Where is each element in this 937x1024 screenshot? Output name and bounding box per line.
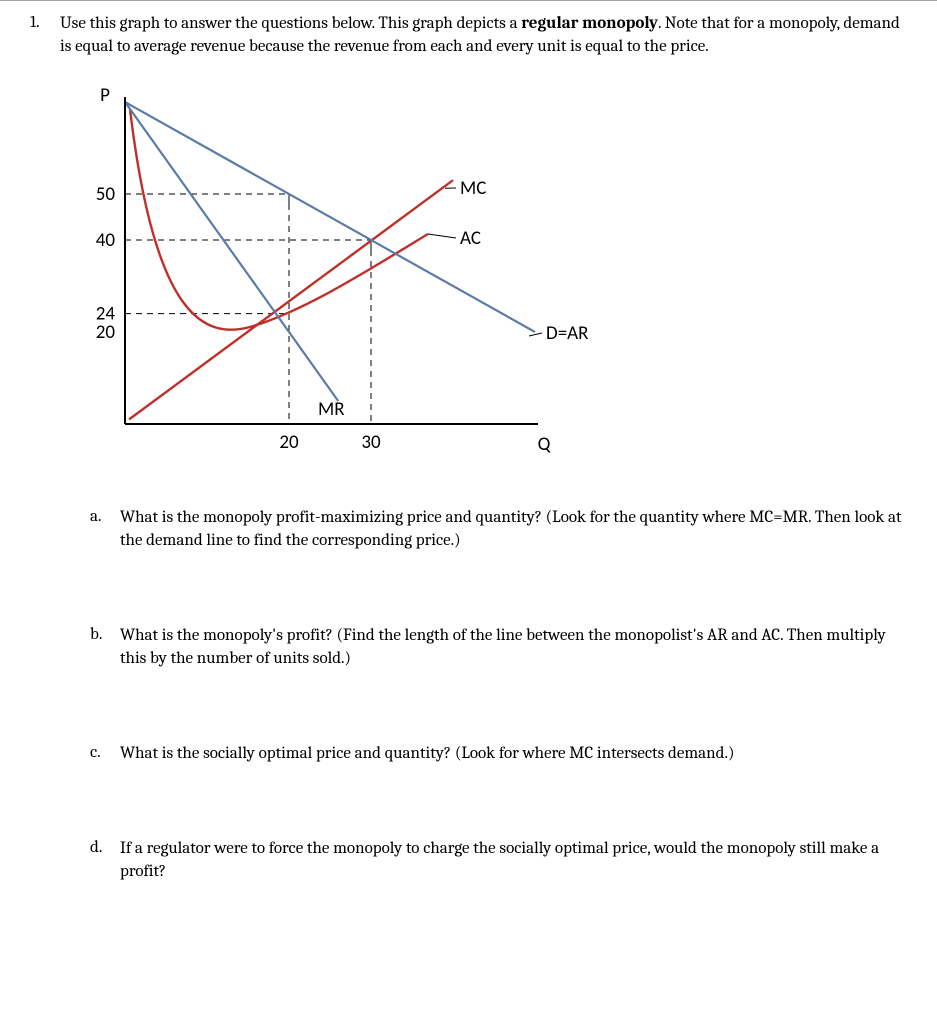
mr-label: MR <box>318 398 345 421</box>
mc-curve <box>129 180 453 419</box>
subquestion-letter: a. <box>90 507 120 526</box>
question-row: 1. Use this graph to answer the question… <box>30 13 907 59</box>
subquestion-row: b.What is the monopoly's profit? (Find t… <box>90 625 907 671</box>
subquestion-text: What is the monopoly profit-maximizing p… <box>120 507 907 553</box>
subquestion-row: c.What is the socially optimal price and… <box>90 743 907 766</box>
subquestion-text: What is the monopoly's profit? (Find the… <box>120 625 907 671</box>
chart-container: PQ504024202030MCACD=ARMR <box>30 79 907 479</box>
mc-label: MC <box>460 177 486 200</box>
mr-curve <box>125 102 338 401</box>
ac-curve <box>130 109 428 330</box>
question-text: Use this graph to answer the questions b… <box>60 13 907 59</box>
subquestion-row: a.What is the monopoly profit-maximizing… <box>90 507 907 553</box>
subquestion-text: What is the socially optimal price and q… <box>120 743 907 766</box>
subquestion-text: If a regulator were to force the monopol… <box>120 838 907 884</box>
question-text-bold: regular monopoly <box>521 14 658 33</box>
x-tick-label: 20 <box>279 431 299 454</box>
y-axis-label: P <box>100 84 110 107</box>
x-tick-label: 30 <box>361 431 381 454</box>
y-tick-label: 40 <box>96 229 116 252</box>
label-connector <box>428 234 456 238</box>
monopoly-graph: PQ504024202030MCACD=ARMR <box>30 79 590 479</box>
label-connector <box>529 333 542 336</box>
demand-label: D=AR <box>546 322 589 345</box>
subquestion-row: d.If a regulator were to force the monop… <box>90 838 907 884</box>
ac-label: AC <box>460 227 481 250</box>
page-container: 1. Use this graph to answer the question… <box>0 0 937 913</box>
subquestion-letter: d. <box>90 838 120 857</box>
x-axis-label: Q <box>538 433 552 456</box>
question-text-pre: Use this graph to answer the questions b… <box>60 14 521 33</box>
y-tick-label: 50 <box>96 183 116 206</box>
question-number: 1. <box>30 13 60 32</box>
y-tick-label: 20 <box>96 321 116 344</box>
subquestion-letter: b. <box>90 625 120 644</box>
subquestion-list: a.What is the monopoly profit-maximizing… <box>30 507 907 884</box>
demand-curve <box>125 102 535 332</box>
subquestion-letter: c. <box>90 743 120 762</box>
